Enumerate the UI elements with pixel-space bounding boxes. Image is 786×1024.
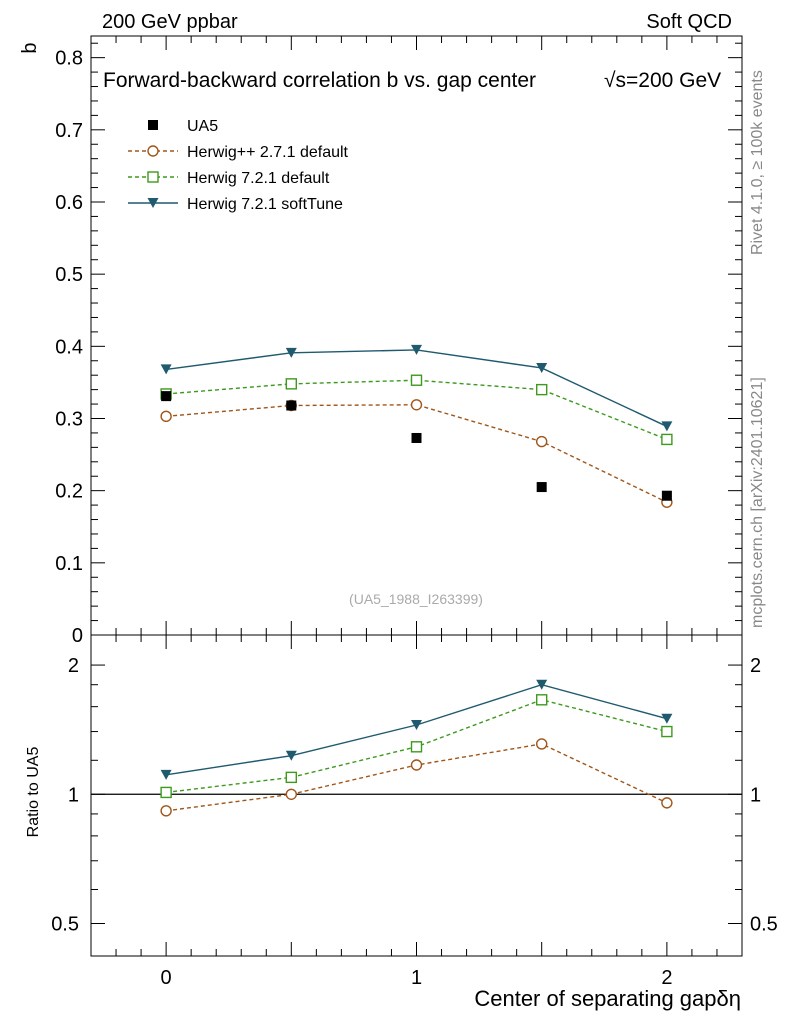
main-y-tick-label: 0.5 <box>55 264 83 286</box>
header-energy-label: 200 GeV ppbar <box>102 11 238 33</box>
ratio-line-herwig-2-7-1-default <box>166 743 668 812</box>
ratio-y-tick-label-right: 2 <box>750 655 761 677</box>
main-point-herwig-7-2-1-default <box>661 433 673 446</box>
main-point-herwig-7-2-1-softtune <box>536 362 548 373</box>
main-point-herwig-7-2-1-softtune <box>285 347 297 358</box>
axis-ticks: 0 0.1 0.2 0.3 0.4 0.5 0.6 0.7 0.8 0 1 2 0.5 0.5 1 1 2 2 <box>51 36 778 989</box>
main-y-tick-label: 0.1 <box>55 553 83 575</box>
ratio-y-tick-label-left: 2 <box>68 655 79 677</box>
main-point-ua5 <box>536 482 547 493</box>
ratio-point-herwig-7-2-1-default <box>285 771 298 784</box>
ratio-point-herwig-7-2-1-default <box>410 741 423 753</box>
main-y-tick-label: 0 <box>72 625 83 647</box>
main-point-herwig-7-2-1-default <box>410 374 423 386</box>
main-y-axis-label: b <box>19 42 41 53</box>
main-point-herwig-7-2-1-default <box>535 383 548 396</box>
main-point-ua5 <box>286 400 297 411</box>
main-line-herwig-7-2-1-softtune <box>166 349 668 428</box>
ratio-y-axis-label: Ratio to UA5 <box>25 747 42 838</box>
legend: UA5 Herwig++ 2.7.1 default Herwig 7.2.1 de… <box>128 118 349 213</box>
ratio-point-herwig-7-2-1-softtune <box>160 769 172 780</box>
legend-marker-ua5 <box>148 120 158 130</box>
ratio-point-herwig-7-2-1-default <box>661 725 673 738</box>
x-tick-label: 2 <box>661 967 672 989</box>
main-point-ua5 <box>161 391 172 402</box>
main-point-herwig-7-2-1-softtune <box>411 344 422 355</box>
ratio-y-tick-label-left: 0.5 <box>51 913 79 935</box>
x-axis-label: Center of separating gapδη <box>474 986 741 1011</box>
main-point-herwig-2-7-1-default <box>535 435 548 448</box>
legend-marker-herwig-7-2-1-softtune <box>147 198 159 208</box>
ratio-y-tick-label-left: 1 <box>68 784 79 806</box>
ratio-point-herwig-7-2-1-softtune <box>411 720 422 731</box>
main-line-herwig-7-2-1-default <box>166 379 668 441</box>
ratio-plot-frame <box>90 634 743 957</box>
plot-title-energy: √s=200 GeV <box>604 69 721 92</box>
legend-label-ua5: UA5 <box>187 118 218 135</box>
ratio-point-herwig-7-2-1-softtune <box>536 679 548 690</box>
ratio-series-group <box>160 679 673 817</box>
main-point-herwig-2-7-1-default <box>160 410 172 423</box>
ratio-point-herwig-2-7-1-default <box>160 805 172 817</box>
legend-marker-herwig-7-2-1-default <box>147 171 159 183</box>
main-point-herwig-7-2-1-default <box>285 378 298 390</box>
main-point-ua5 <box>411 432 422 443</box>
legend-label-herwig-7-2-1-softtune: Herwig 7.2.1 softTune <box>187 196 343 213</box>
ratio-point-herwig-2-7-1-default <box>661 797 673 809</box>
main-point-ua5 <box>661 490 672 501</box>
x-tick-label: 1 <box>411 967 422 989</box>
legend-label-herwig-7-2-1-default: Herwig 7.2.1 default <box>187 170 330 187</box>
legend-marker-herwig-2-7-1-default <box>147 145 159 157</box>
main-y-tick-label: 0.8 <box>55 48 83 70</box>
mcplots-source-label: mcplots.cern.ch [arXiv:2401.10621] <box>749 377 766 628</box>
main-y-tick-label: 0.7 <box>55 120 83 142</box>
main-series-group <box>160 344 673 508</box>
analysis-watermark: (UA5_1988_I263399) <box>349 591 483 607</box>
main-point-herwig-2-7-1-default <box>410 399 423 411</box>
plot-title: Forward-backward correlation b vs. gap c… <box>103 69 536 92</box>
main-y-tick-label: 0.2 <box>55 481 83 503</box>
legend-label-herwig-2-7-1-default: Herwig++ 2.7.1 default <box>187 144 349 161</box>
main-y-tick-label: 0.3 <box>55 408 83 430</box>
ratio-y-tick-label-right: 0.5 <box>750 913 778 935</box>
ratio-point-herwig-2-7-1-default <box>535 738 548 750</box>
main-point-herwig-7-2-1-softtune <box>160 364 172 375</box>
ratio-point-herwig-7-2-1-default <box>535 694 548 706</box>
ratio-point-herwig-7-2-1-default <box>160 786 172 799</box>
rivet-version-label: Rivet 4.1.0, ≥ 100k events <box>749 70 766 255</box>
header-process-label: Soft QCD <box>646 11 732 33</box>
main-point-herwig-7-2-1-softtune <box>661 421 673 432</box>
ratio-point-herwig-7-2-1-softtune <box>285 750 297 761</box>
ratio-y-tick-label-right: 1 <box>750 784 761 806</box>
x-tick-label: 0 <box>161 967 172 989</box>
main-y-tick-label: 0.4 <box>55 336 83 358</box>
ratio-point-herwig-2-7-1-default <box>285 788 298 800</box>
ratio-point-herwig-7-2-1-softtune <box>661 713 673 724</box>
ratio-point-herwig-2-7-1-default <box>410 759 423 771</box>
main-line-herwig-2-7-1-default <box>166 404 668 503</box>
main-y-tick-label: 0.6 <box>55 192 83 214</box>
